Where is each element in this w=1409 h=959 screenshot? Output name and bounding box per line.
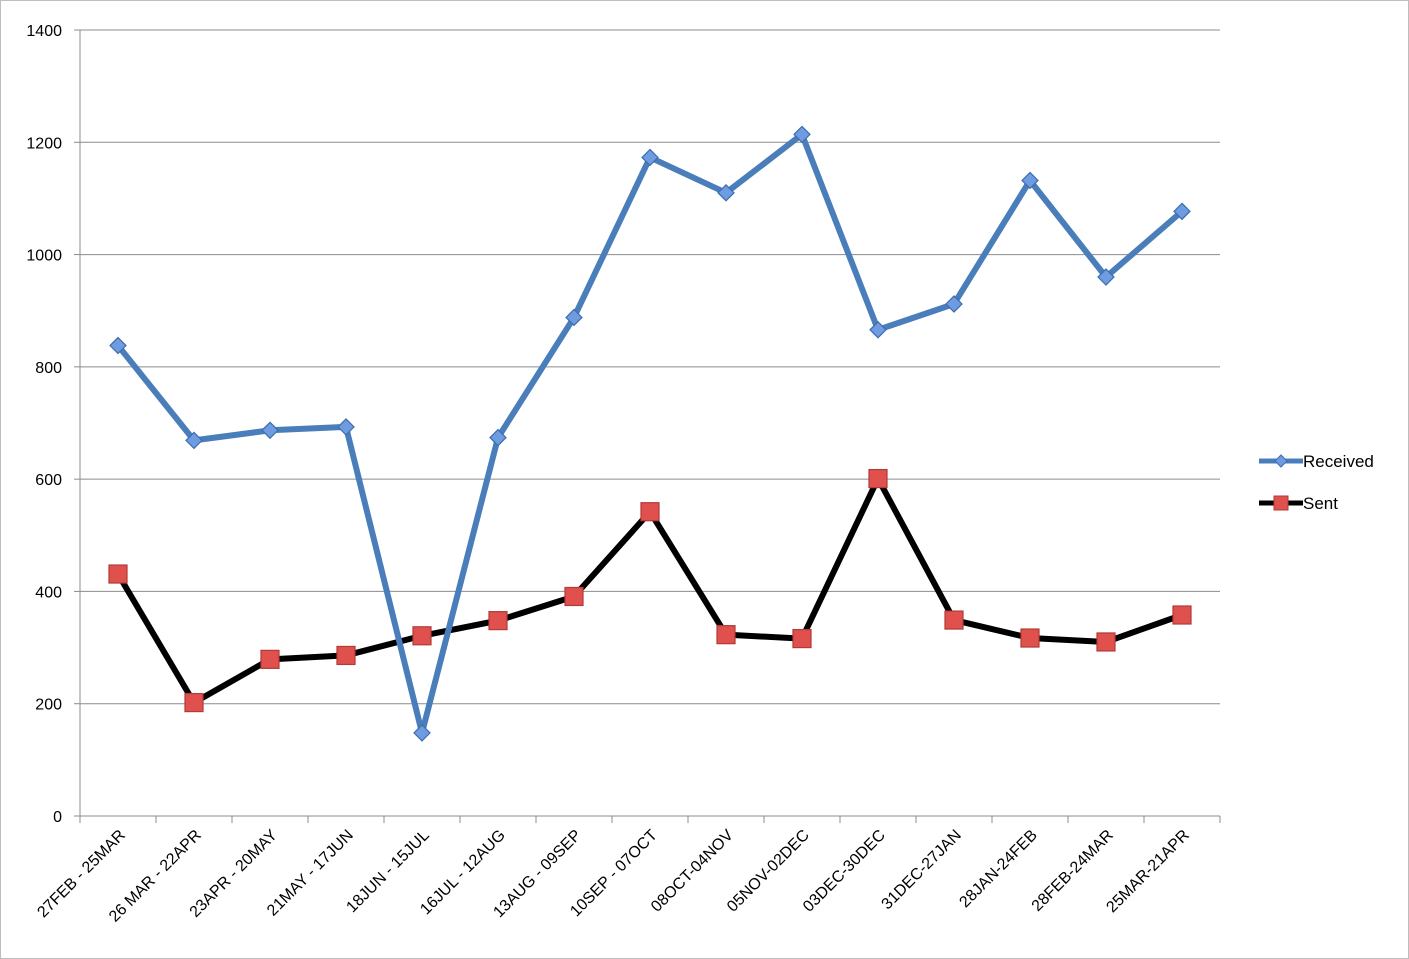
- y-tick-label: 0: [53, 809, 62, 826]
- sent-data-point: [1020, 628, 1040, 648]
- received-data-point: [413, 724, 431, 742]
- y-tick-label: 600: [35, 472, 62, 489]
- received-data-point: [185, 431, 203, 450]
- x-tick-label: 05NOV-02DEC: [724, 827, 813, 916]
- y-tick-label: 1000: [26, 248, 62, 265]
- series-layer: [108, 125, 1192, 742]
- sent-data-point: [716, 625, 736, 645]
- sent-data-point: [868, 468, 888, 489]
- received-data-point: [1021, 171, 1039, 190]
- sent-legend-marker: [1273, 495, 1289, 511]
- sent-data-point: [640, 502, 660, 522]
- x-tick-label: 31DEC-27JAN: [879, 827, 965, 913]
- x-tick-label: 03DEC-30DEC: [800, 827, 889, 916]
- received-data-point: [337, 418, 355, 436]
- received-data-point: [641, 148, 659, 167]
- x-tick-label: 25MAR-21APR: [1103, 827, 1192, 916]
- legend: Received Sent: [1259, 452, 1374, 513]
- sent-data-point: [1172, 605, 1192, 625]
- sent-data-point: [488, 611, 508, 631]
- y-tick-label: 200: [35, 697, 62, 714]
- sent-data-point: [184, 692, 204, 713]
- received-data-point: [793, 125, 811, 144]
- sent-data-point: [260, 649, 280, 669]
- received-data-point: [945, 295, 963, 313]
- y-tick-label: 1200: [26, 135, 62, 152]
- received-data-point: [565, 308, 583, 327]
- received-data-point: [1173, 202, 1191, 221]
- sent-data-point: [336, 645, 356, 666]
- received-data-point: [489, 428, 507, 447]
- sent-data-point: [792, 628, 812, 649]
- x-tick-label: 28FEB-24MAR: [1029, 827, 1117, 915]
- received-data-point: [1097, 268, 1115, 286]
- received-legend-label: Received: [1303, 452, 1374, 471]
- x-tick-label: 28JAN-24FEB: [956, 827, 1040, 911]
- sent-data-point: [1096, 632, 1116, 652]
- sent-data-point: [944, 610, 964, 630]
- y-tick-label: 1400: [26, 23, 62, 40]
- received-data-point: [261, 421, 279, 440]
- sent-legend-label: Sent: [1303, 494, 1338, 513]
- sent-data-point: [412, 626, 432, 646]
- y-tick-label: 800: [35, 360, 62, 377]
- x-tick-label: 08OCT-04NOV: [648, 827, 737, 916]
- sent-data-point: [564, 586, 584, 607]
- received-data-point: [869, 320, 887, 339]
- y-tick-label: 400: [35, 584, 62, 601]
- gridlines: [80, 29, 1220, 705]
- received-legend-marker: [1274, 454, 1288, 468]
- received-data-point: [109, 336, 127, 355]
- received-data-point: [717, 183, 735, 202]
- sent-data-point: [108, 564, 128, 584]
